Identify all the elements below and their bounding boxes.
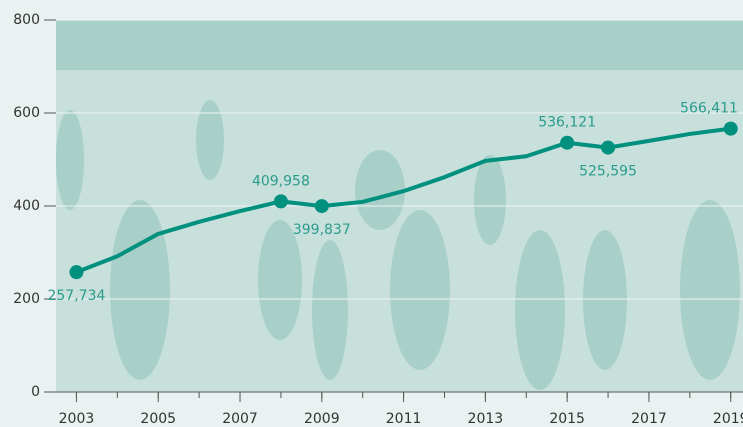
value-label: 409,958 bbox=[252, 173, 310, 189]
y-tick-label: 0 bbox=[31, 384, 40, 400]
x-tick-label: 2015 bbox=[549, 411, 585, 427]
value-label: 525,595 bbox=[579, 164, 637, 180]
y-tick-label: 600 bbox=[13, 105, 40, 121]
point-marker bbox=[69, 265, 84, 280]
point-marker bbox=[273, 194, 288, 209]
point-marker bbox=[560, 135, 575, 150]
y-tick-label: 800 bbox=[13, 12, 40, 28]
x-tick-label: 2005 bbox=[140, 411, 176, 427]
y-tick-label: 400 bbox=[13, 198, 40, 214]
photo-texture bbox=[56, 20, 743, 390]
x-tick-label: 2019 bbox=[713, 411, 743, 427]
x-tick-label: 2011 bbox=[386, 411, 422, 427]
point-marker bbox=[723, 121, 738, 136]
point-marker bbox=[314, 199, 329, 214]
x-tick-label: 2009 bbox=[304, 411, 340, 427]
y-tick-label: 200 bbox=[13, 291, 40, 307]
x-tick-label: 2007 bbox=[222, 411, 258, 427]
value-label: 536,121 bbox=[538, 115, 596, 131]
x-tick-label: 2013 bbox=[468, 411, 504, 427]
x-tick-label: 2017 bbox=[631, 411, 667, 427]
x-tick-label: 2003 bbox=[59, 411, 95, 427]
value-label: 257,734 bbox=[47, 288, 105, 304]
point-marker bbox=[601, 140, 616, 155]
series-line bbox=[75, 126, 731, 275]
value-label: 566,411 bbox=[680, 101, 738, 117]
value-label: 399,837 bbox=[293, 222, 351, 238]
